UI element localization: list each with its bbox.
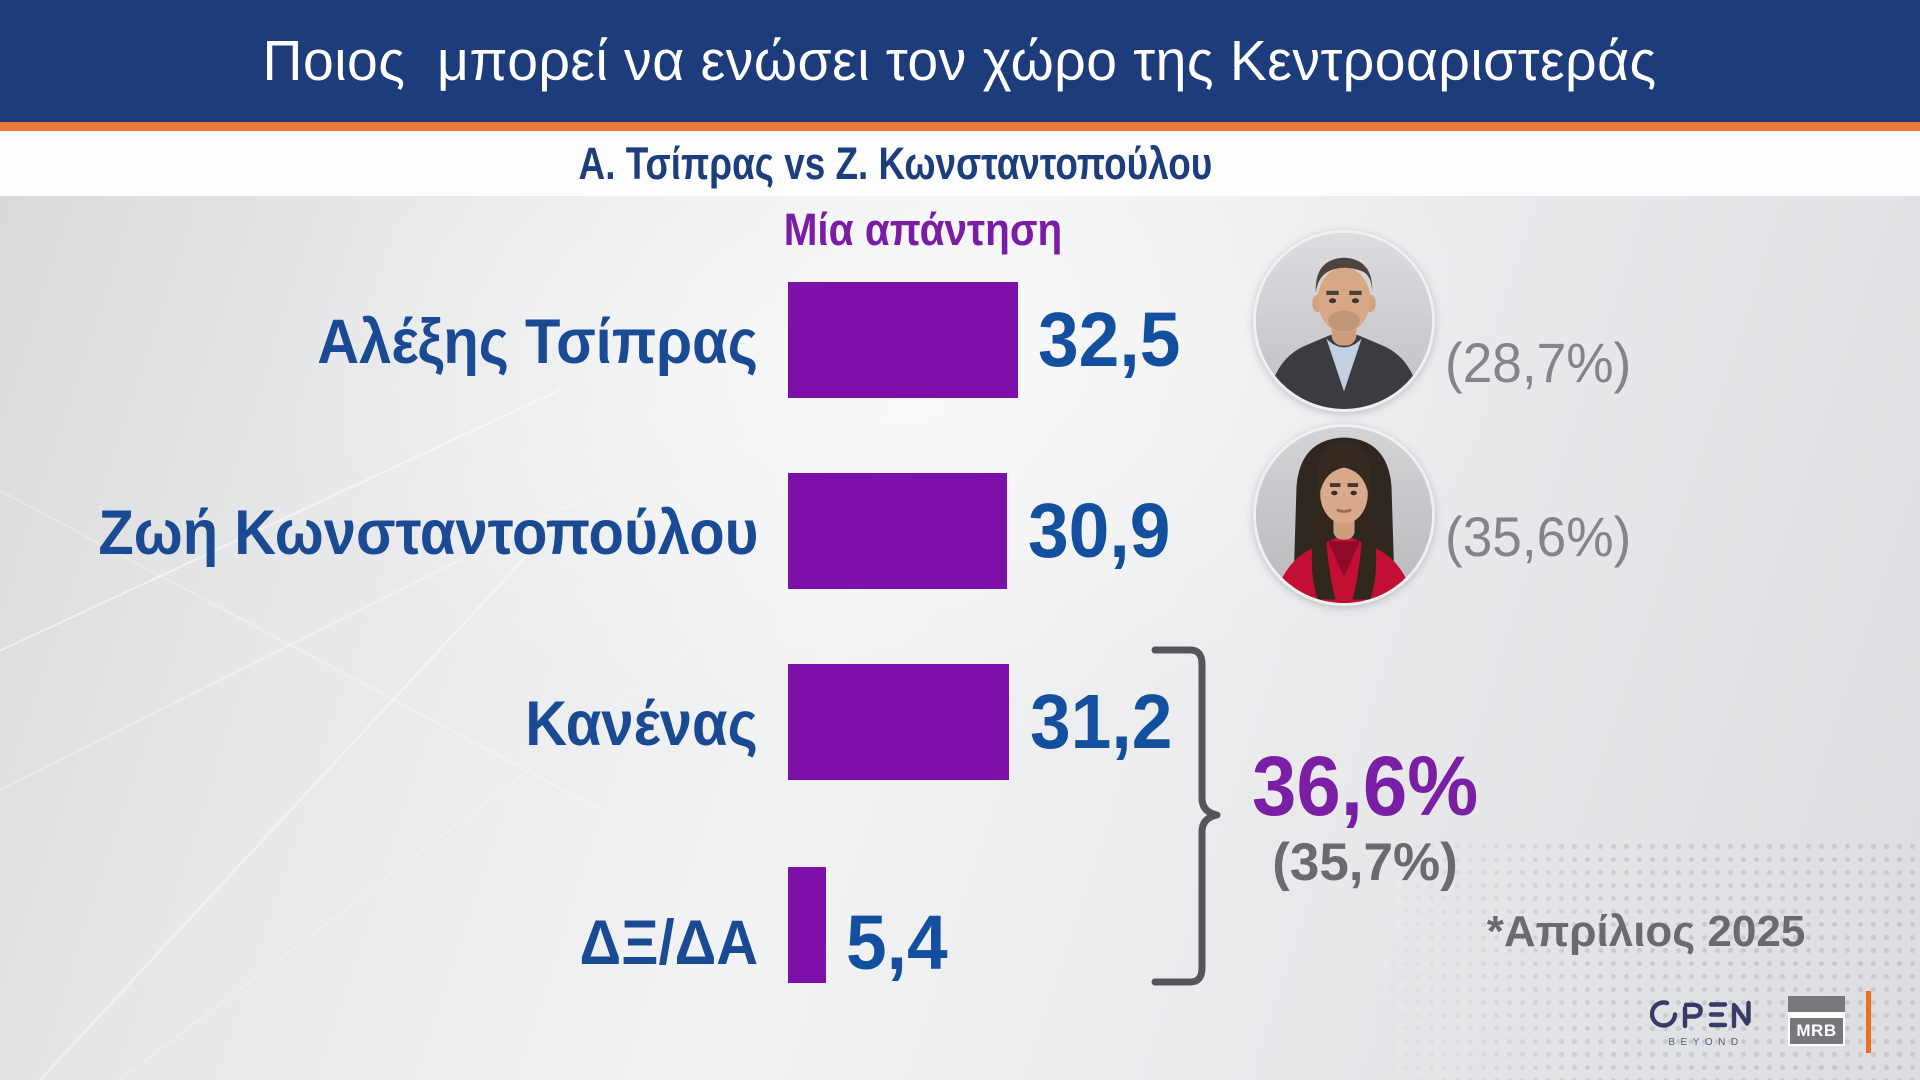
- page-title: Ποιος μπορεί να ενώσει τον χώρο της Κεντ…: [262, 29, 1658, 93]
- tsipras-portrait-illustration: [1256, 233, 1432, 409]
- value-kanenas: 31,2: [1030, 678, 1173, 765]
- bar-kanenas: [788, 664, 1009, 780]
- value-tsipras: 32,5: [1038, 296, 1181, 383]
- category-label-kanenas: Κανένας: [525, 689, 758, 759]
- category-label-dxda: ΔΞ/ΔΑ: [579, 908, 758, 978]
- open-tv-logo: BEYOND: [1649, 998, 1762, 1055]
- category-label-tsipras: Αλέξης Τσίπρας: [317, 307, 758, 377]
- mrb-logo-label: MRB: [1788, 1016, 1845, 1046]
- answer-type-label: Μία απάντηση: [783, 204, 1063, 255]
- page-subtitle: Α. Τσίπρας vs Ζ. Κωνσταντοπούλου: [578, 137, 1212, 189]
- previous-poll-pct-konstantopoulou: (35,6%): [1445, 504, 1632, 568]
- tsipras-photo: [1253, 230, 1435, 412]
- mrb-logo: MRB: [1788, 996, 1845, 1046]
- bar-dxda: [788, 867, 826, 983]
- value-dxda: 5,4: [846, 899, 948, 986]
- group-bracket: [1151, 646, 1221, 986]
- open-beyond-label: BEYOND: [1668, 1037, 1743, 1048]
- group-previous-value: (35,7%): [1272, 832, 1458, 892]
- date-footnote: *Απρίλιος 2025: [1486, 907, 1806, 956]
- value-konstantopoulou: 30,9: [1028, 487, 1171, 574]
- konstantopoulou-portrait-illustration: [1256, 427, 1432, 603]
- header-bar: Ποιος μπορεί να ενώσει τον χώρο της Κεντ…: [0, 0, 1920, 122]
- bar-tsipras: [788, 282, 1018, 398]
- bar-konstantopoulou: [788, 473, 1007, 589]
- footer-orange-line: [1866, 991, 1871, 1053]
- header-accent-stripe: [0, 122, 1920, 131]
- mrb-logo-top-bar: [1788, 996, 1845, 1012]
- group-total-value: 36,6%: [1251, 738, 1479, 833]
- category-label-konstantopoulou: Ζωή Κωνσταντοπούλου: [98, 498, 758, 568]
- subtitle-band: Α. Τσίπρας vs Ζ. Κωνσταντοπούλου: [0, 131, 1920, 196]
- mrb-logo-divider: [1788, 1012, 1845, 1016]
- open-logo-icon: BEYOND: [1649, 1000, 1751, 1048]
- previous-poll-pct-tsipras: (28,7%): [1445, 330, 1632, 394]
- konstantopoulou-photo: [1253, 424, 1435, 606]
